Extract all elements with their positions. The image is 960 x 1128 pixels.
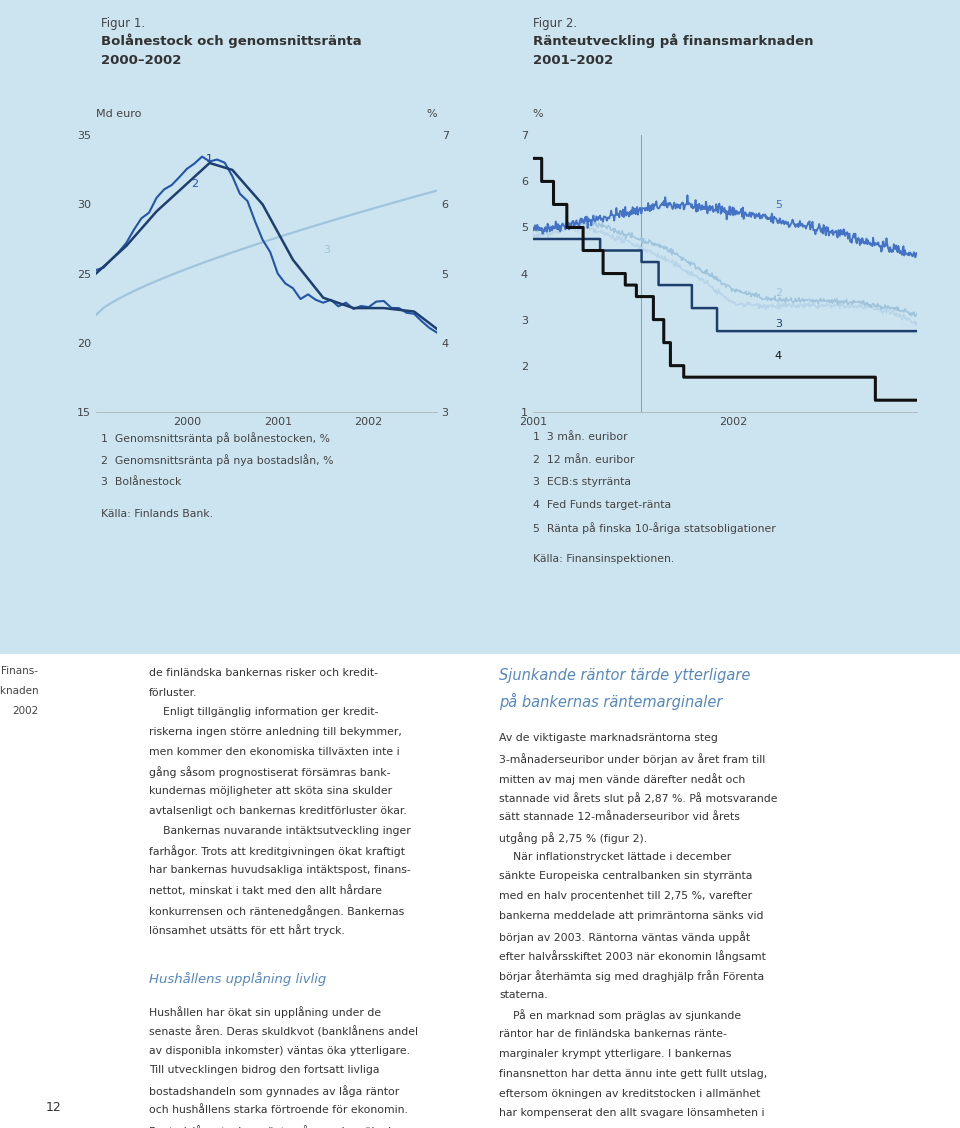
Text: Hushållens upplåning livlig: Hushållens upplåning livlig: [149, 972, 326, 986]
Text: 2  12 mån. euribor: 2 12 mån. euribor: [533, 455, 635, 465]
Text: 5  Ränta på finska 10-åriga statsobligationer: 5 Ränta på finska 10-åriga statsobligati…: [533, 522, 776, 535]
Text: 1: 1: [775, 301, 781, 311]
Text: bankerna meddelade att primräntorna sänks vid: bankerna meddelade att primräntorna sänk…: [499, 911, 764, 920]
Text: lönsamhet utsätts för ett hårt tryck.: lönsamhet utsätts för ett hårt tryck.: [149, 925, 345, 936]
Text: mitten av maj men vände därefter nedåt och: mitten av maj men vände därefter nedåt o…: [499, 773, 746, 785]
Text: 1  3 mån. euribor: 1 3 mån. euribor: [533, 432, 628, 442]
Text: Bostadslånestocken växte på grund av ökad: Bostadslånestocken växte på grund av öka…: [149, 1125, 391, 1128]
Text: Ränteutveckling på finansmarknaden: Ränteutveckling på finansmarknaden: [533, 34, 813, 49]
Text: har bankernas huvudsakliga intäktspost, finans-: har bankernas huvudsakliga intäktspost, …: [149, 865, 411, 875]
Text: utgång på 2,75 % (figur 2).: utgång på 2,75 % (figur 2).: [499, 832, 647, 844]
Text: har kompenserat den allt svagare lönsamheten i: har kompenserat den allt svagare lönsamh…: [499, 1108, 765, 1118]
Text: konkurrensen och räntenedgången. Bankernas: konkurrensen och räntenedgången. Bankern…: [149, 905, 404, 917]
Text: på bankernas räntemarginaler: på bankernas räntemarginaler: [499, 693, 723, 710]
Text: stannade vid årets slut på 2,87 %. På motsvarande: stannade vid årets slut på 2,87 %. På mo…: [499, 792, 778, 804]
Text: av disponibla inkomster) väntas öka ytterligare.: av disponibla inkomster) väntas öka ytte…: [149, 1046, 410, 1056]
Text: 2000–2002: 2000–2002: [101, 54, 181, 68]
Text: 1  Genomsnittsränta på bolånestocken, %: 1 Genomsnittsränta på bolånestocken, %: [101, 432, 330, 444]
Text: När inflationstrycket lättade i december: När inflationstrycket lättade i december: [499, 852, 732, 862]
Text: 12: 12: [46, 1101, 61, 1114]
Text: 1: 1: [205, 153, 213, 164]
Text: efter halvårsskiftet 2003 när ekonomin långsamt: efter halvårsskiftet 2003 när ekonomin l…: [499, 950, 766, 962]
Text: %: %: [426, 108, 437, 118]
Text: början av 2003. Räntorna väntas vända uppåt: början av 2003. Räntorna väntas vända up…: [499, 931, 751, 943]
Text: finansnetton har detta ännu inte gett fullt utslag,: finansnetton har detta ännu inte gett fu…: [499, 1069, 767, 1078]
Text: räntor har de finländska bankernas ränte-: räntor har de finländska bankernas ränte…: [499, 1030, 727, 1039]
Text: 3: 3: [324, 245, 330, 255]
Text: 3: 3: [775, 318, 781, 328]
Text: kundernas möjligheter att sköta sina skulder: kundernas möjligheter att sköta sina sku…: [149, 786, 392, 796]
Text: senaste åren. Deras skuldkvot (banklånens andel: senaste åren. Deras skuldkvot (banklånen…: [149, 1026, 418, 1038]
Text: men kommer den ekonomiska tillväxten inte i: men kommer den ekonomiska tillväxten int…: [149, 747, 399, 757]
Text: %: %: [533, 108, 543, 118]
Text: 2: 2: [191, 179, 198, 190]
Text: Av de viktigaste marknadsräntorna steg: Av de viktigaste marknadsräntorna steg: [499, 733, 718, 743]
Text: marginaler krympt ytterligare. I bankernas: marginaler krympt ytterligare. I bankern…: [499, 1049, 732, 1059]
Text: 4: 4: [775, 351, 782, 361]
Text: 5: 5: [775, 200, 781, 210]
Text: riskerna ingen större anledning till bekymmer,: riskerna ingen större anledning till bek…: [149, 728, 401, 737]
Text: 2  Genomsnittsränta på nya bostadslån, %: 2 Genomsnittsränta på nya bostadslån, %: [101, 455, 333, 467]
Text: börjar återhämta sig med draghjälp från Förenta: börjar återhämta sig med draghjälp från …: [499, 970, 764, 982]
Text: 4  Fed Funds target-ränta: 4 Fed Funds target-ränta: [533, 500, 671, 510]
Text: 2: 2: [775, 288, 782, 298]
Text: På en marknad som präglas av sjunkande: På en marknad som präglas av sjunkande: [499, 1010, 741, 1022]
Text: avtalsenligt och bankernas kreditförluster ökar.: avtalsenligt och bankernas kreditförlust…: [149, 805, 406, 816]
Text: marknaden: marknaden: [0, 686, 38, 696]
Text: 2001–2002: 2001–2002: [533, 54, 613, 68]
Text: eftersom ökningen av kreditstocken i allmänhet: eftersom ökningen av kreditstocken i all…: [499, 1089, 760, 1099]
Text: med en halv procentenhet till 2,75 %, varefter: med en halv procentenhet till 2,75 %, va…: [499, 891, 753, 901]
Text: farhågor. Trots att kreditgivningen ökat kraftigt: farhågor. Trots att kreditgivningen ökat…: [149, 846, 405, 857]
Text: 3  ECB:s styrränta: 3 ECB:s styrränta: [533, 477, 631, 487]
Text: Till utvecklingen bidrog den fortsatt livliga: Till utvecklingen bidrog den fortsatt li…: [149, 1065, 379, 1075]
Text: bostadshandeln som gynnades av låga räntor: bostadshandeln som gynnades av låga ränt…: [149, 1085, 399, 1098]
Text: Bankernas nuvarande intäktsutveckling inger: Bankernas nuvarande intäktsutveckling in…: [149, 826, 411, 836]
Text: Hushållen har ökat sin upplåning under de: Hushållen har ökat sin upplåning under d…: [149, 1006, 381, 1019]
Text: 3-månaderseuribor under början av året fram till: 3-månaderseuribor under början av året f…: [499, 754, 765, 765]
Text: Sjunkande räntor tärde ytterligare: Sjunkande räntor tärde ytterligare: [499, 668, 751, 682]
Text: sänkte Europeiska centralbanken sin styrränta: sänkte Europeiska centralbanken sin styr…: [499, 871, 753, 881]
Text: de finländska bankernas risker och kredit-: de finländska bankernas risker och kredi…: [149, 668, 378, 678]
Text: gång såsom prognostiserat försämras bank-: gång såsom prognostiserat försämras bank…: [149, 767, 391, 778]
Text: Bolånestock och genomsnittsränta: Bolånestock och genomsnittsränta: [101, 34, 361, 49]
Text: Figur 2.: Figur 2.: [533, 17, 577, 30]
Text: sätt stannade 12-månaderseuribor vid årets: sätt stannade 12-månaderseuribor vid åre…: [499, 812, 740, 822]
Text: staterna.: staterna.: [499, 990, 548, 999]
Text: nettot, minskat i takt med den allt hårdare: nettot, minskat i takt med den allt hård…: [149, 884, 382, 896]
Text: och hushållens starka förtroende för ekonomin.: och hushållens starka förtroende för eko…: [149, 1105, 408, 1114]
Text: Figur 1.: Figur 1.: [101, 17, 145, 30]
Text: förluster.: förluster.: [149, 688, 198, 697]
Text: Källa: Finansinspektionen.: Källa: Finansinspektionen.: [533, 554, 674, 564]
Text: Md euro: Md euro: [96, 108, 141, 118]
Text: 2002: 2002: [12, 706, 38, 716]
Text: Källa: Finlands Bank.: Källa: Finlands Bank.: [101, 509, 213, 519]
Text: 3  Bolånestock: 3 Bolånestock: [101, 477, 181, 487]
Text: Enligt tillgänglig information ger kredit-: Enligt tillgänglig information ger kredi…: [149, 707, 378, 717]
Text: Finans-: Finans-: [1, 666, 38, 676]
